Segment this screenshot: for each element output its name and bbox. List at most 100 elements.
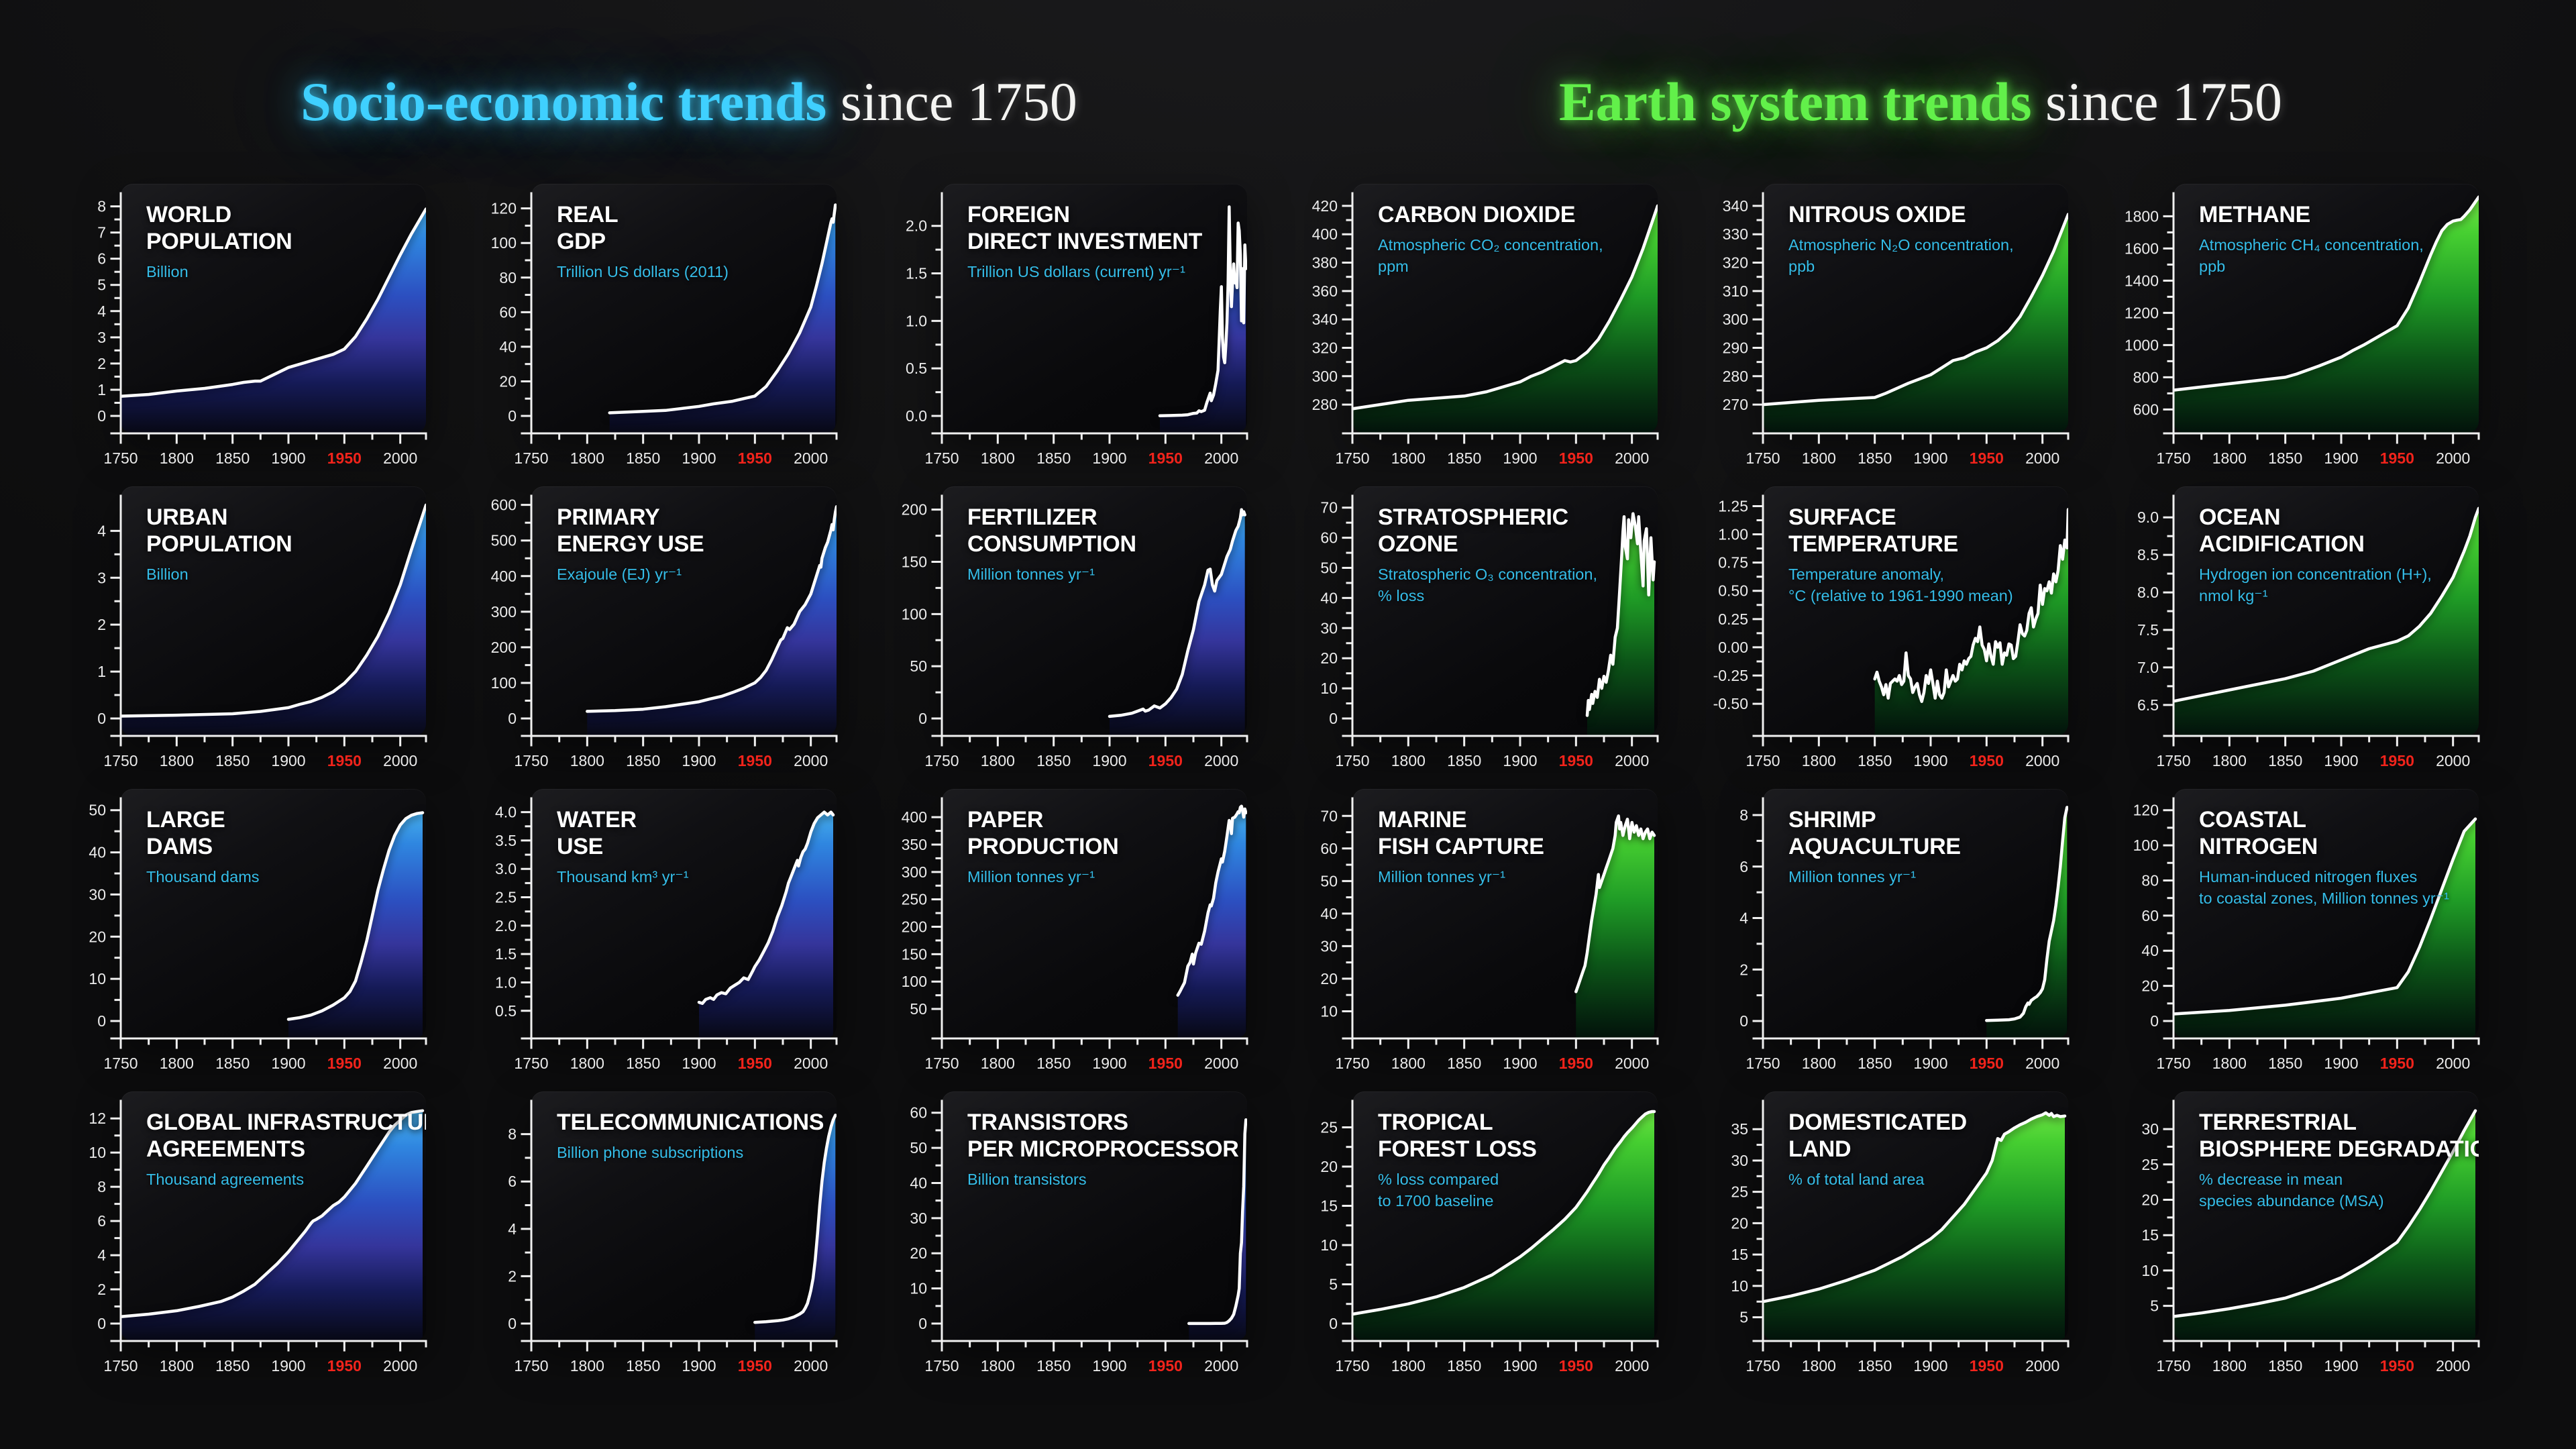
chart-subtitle: Atmospheric N₂O concentration, ppb	[1788, 235, 2014, 277]
chart-subtitle-line: to coastal zones, Million tonnes yr⁻¹	[2199, 889, 2449, 907]
y-tick-label: 70	[1320, 807, 1338, 824]
chart-subtitle-line: Million tonnes yr⁻¹	[967, 566, 1095, 583]
x-tick-label: 1900	[2324, 449, 2358, 467]
y-tick-label: 320	[1723, 254, 1748, 272]
x-tick-label: 1850	[1447, 449, 1481, 467]
x-tick-label: 1950	[1559, 1357, 1593, 1375]
x-tick-label: 1850	[1036, 449, 1071, 467]
x-tick-label: 1750	[2156, 1357, 2190, 1375]
area-fill	[609, 205, 836, 433]
y-tick-label: 3.0	[495, 860, 517, 877]
y-tick-label: 0	[1329, 710, 1338, 727]
x-tick-label: 1800	[981, 752, 1015, 769]
x-tick-label: 2000	[2025, 752, 2059, 769]
area-fill	[1160, 207, 1246, 433]
chart-title-line: OZONE	[1378, 531, 1458, 557]
chart-card: LARGE DAMS Thousand dams	[121, 789, 426, 1038]
y-tick-label: 20	[910, 1244, 927, 1262]
chart-card: COASTAL NITROGEN Human-induced nitrogen f…	[2174, 789, 2479, 1038]
x-tick-label: 1850	[626, 752, 660, 769]
x-tick-label: 1900	[682, 752, 716, 769]
chart-subtitle-line: ppb	[1788, 257, 1815, 275]
y-tick-label: 420	[1312, 197, 1338, 215]
y-tick-label: 120	[491, 200, 517, 217]
chart-axes: 600 800 1000 1200 1400 1600 1800 1750 1800 1850 19…	[2125, 192, 2480, 467]
y-tick-label: 50	[910, 1139, 927, 1157]
x-tick-label: 1950	[1148, 752, 1183, 769]
y-tick-label: 20	[1320, 1158, 1338, 1175]
x-tick-label: 1750	[1746, 1357, 1780, 1375]
chart-panel: MARINE FISH CAPTURE Million tonnes yr⁻¹ 1…	[1312, 782, 1708, 1085]
y-tick-label: 5	[2150, 1297, 2159, 1315]
y-tick-label: 150	[902, 553, 927, 571]
chart-title-line: GDP	[557, 229, 606, 255]
y-tick-label: 8.0	[2137, 584, 2159, 601]
chart-panel: WORLD POPULATION Billion 0 1 2 3 4 5 6 7 8 1750 180…	[80, 177, 476, 480]
chart-panel: NITROUS OXIDE Atmospheric N₂O concentrat…	[1723, 177, 2118, 480]
chart-title-line: PAPER	[967, 807, 1044, 833]
chart-title-line: STRATOSPHERIC	[1378, 504, 1568, 530]
x-tick-label: 1950	[1970, 1055, 2004, 1072]
y-tick-label: 6	[1739, 858, 1748, 875]
x-tick-label: 2000	[383, 1357, 417, 1375]
chart-axes: 0 1 2 3 4 1750 1800 1850 1900 1950 2000	[97, 494, 427, 769]
y-tick-label: 4	[97, 1246, 106, 1264]
x-tick-label: 1750	[1746, 1055, 1780, 1072]
area-fill	[1352, 205, 1658, 433]
y-tick-label: 8.5	[2137, 546, 2159, 564]
y-tick-label: 10	[89, 970, 106, 987]
x-tick-label: 1900	[2324, 752, 2358, 769]
y-tick-label: 0.00	[1718, 639, 1748, 656]
chart-card: METHANE Atmospheric CH₄ concentration, pp…	[2174, 184, 2479, 433]
chart-card: NITROUS OXIDE Atmospheric N₂O concentrat…	[1763, 184, 2068, 433]
y-tick-label: 50	[1320, 559, 1338, 577]
chart-title-line: METHANE	[2199, 202, 2311, 227]
chart-subtitle-line: Million tonnes yr⁻¹	[1788, 868, 1917, 885]
x-tick-label: 1800	[570, 1357, 604, 1375]
chart-title: REAL GDP	[557, 201, 619, 255]
area-chart	[1585, 512, 1656, 736]
chart-title-line: SHRIMP	[1788, 807, 1876, 833]
y-tick-label: 0	[918, 710, 927, 727]
y-tick-label: 150	[902, 945, 927, 963]
chart-title: FOREIGN DIRECT INVESTMENT	[967, 201, 1202, 255]
chart-subtitle-line: °C (relative to 1961-1990 mean)	[1788, 586, 2013, 604]
trend-line	[1763, 213, 2068, 407]
y-tick-label: 400	[491, 568, 517, 585]
x-tick-label: 1800	[981, 1357, 1015, 1375]
chart-title-line: LARGE	[146, 807, 225, 833]
chart-title-line: TERRESTRIAL	[2199, 1110, 2357, 1135]
chart-subtitle-line: nmol kg⁻¹	[2199, 586, 2268, 604]
chart-title: SHRIMP AQUACULTURE	[1788, 806, 1961, 860]
area-fill	[2174, 508, 2479, 736]
chart-title: WATER USE	[557, 806, 637, 860]
y-tick-label: 280	[1723, 368, 1748, 385]
area-fill	[2174, 1110, 2475, 1341]
y-tick-label: 30	[89, 885, 106, 903]
y-tick-label: 0	[918, 1315, 927, 1332]
x-tick-label: 2000	[2436, 752, 2470, 769]
x-tick-label: 1800	[570, 752, 604, 769]
chart-axes: 0 50 100 150 200 1750 1800 1850 1900 1950 2000	[902, 494, 1248, 769]
x-tick-label: 1750	[103, 1055, 138, 1072]
y-tick-label: 9.0	[2137, 508, 2159, 526]
trend-line	[1985, 806, 2068, 1022]
y-tick-label: 0	[97, 1012, 106, 1030]
chart-title-line: ENERGY USE	[557, 531, 704, 557]
y-tick-label: 40	[499, 338, 517, 356]
x-tick-label: 1900	[271, 1055, 305, 1072]
chart-panel: DOMESTICATED LAND % of total land area 5 1…	[1723, 1085, 2118, 1387]
section-title-highlight: Earth system trends	[1558, 71, 2032, 132]
area-chart	[1108, 508, 1246, 736]
y-tick-label: 1	[97, 381, 106, 398]
chart-subtitle: Billion	[146, 262, 189, 283]
chart-subtitle-line: Million tonnes yr⁻¹	[967, 868, 1095, 885]
y-tick-label: 20	[499, 372, 517, 390]
x-tick-label: 1850	[215, 449, 250, 467]
y-tick-label: 4	[97, 522, 106, 539]
trend-line	[1873, 508, 2068, 703]
y-tick-label: 40	[910, 1174, 927, 1191]
x-tick-label: 1800	[570, 449, 604, 467]
y-tick-label: 15	[2141, 1226, 2159, 1244]
x-tick-label: 1950	[2380, 449, 2414, 467]
